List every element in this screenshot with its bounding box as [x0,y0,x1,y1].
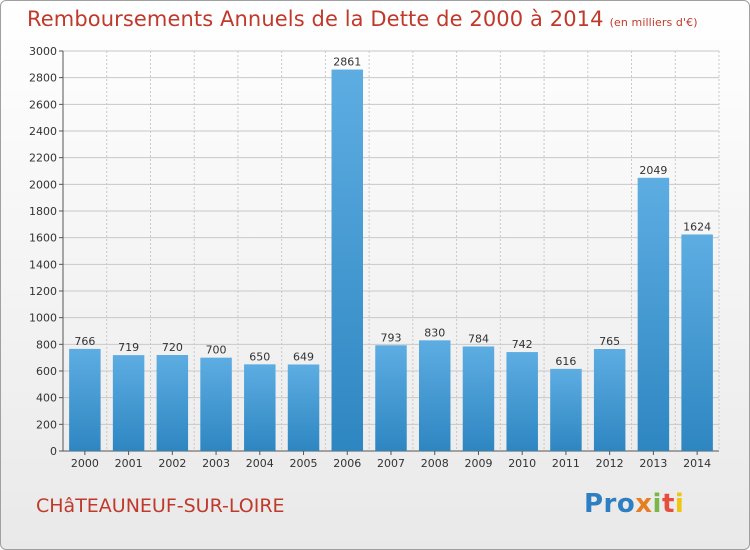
data-label-2003: 700 [206,344,227,357]
chart-subtitle: (en milliers d'€) [609,16,698,29]
data-labels: 766 719 720 700 650 649 2861 793 830 784 742 616 765… [74,56,711,368]
data-label-2007: 793 [381,331,402,344]
bar-2003 [200,357,232,451]
x-tick-label: 2002 [158,457,186,470]
y-tick-label: 3000 [29,45,57,58]
chart-title: Remboursements Annuels de la Dette de 20… [27,7,698,31]
logo-part: i [674,489,685,519]
x-tick-label: 2008 [421,457,449,470]
bar-2001 [112,355,145,451]
x-tick-label: 2013 [639,457,667,470]
bar-2011 [550,368,582,451]
chart-title-text: Remboursements Annuels de la Dette de 20… [27,7,604,31]
y-tick-label: 2000 [29,178,57,191]
logo-part: t [661,489,675,519]
x-tick-label: 2007 [377,457,405,470]
x-tick-label: 2000 [71,457,99,470]
y-tick-label: 2600 [29,98,57,111]
proxiti-logo: Proxiti [584,489,684,519]
data-label-2013: 2049 [639,164,667,177]
y-tick-label: 2200 [29,152,57,165]
x-tick-label: 2006 [333,457,361,470]
bar-2002 [156,355,189,451]
bar-2007 [375,345,407,451]
x-tick-label: 2010 [508,457,536,470]
data-label-2010: 742 [512,338,533,351]
y-tick-label: 2400 [29,125,57,138]
y-tick-label: 1600 [29,232,57,245]
logo-part: i [652,489,662,519]
y-tick-label: 800 [36,338,57,351]
y-tick-label: 600 [36,365,57,378]
x-tick-label: 2011 [552,457,580,470]
bar-2012 [593,349,626,451]
data-label-2002: 720 [162,341,183,354]
bar-2013 [637,177,670,452]
bar-2000 [69,348,101,451]
y-tick-label: 200 [36,418,57,431]
x-tick-label: 2012 [596,457,624,470]
x-tick-label: 2001 [115,457,143,470]
x-tick-label: 2005 [290,457,318,470]
y-tick-label: 2800 [29,72,57,85]
data-label-2008: 830 [424,326,445,339]
data-label-2005: 649 [293,350,314,363]
data-label-2009: 784 [468,332,489,345]
y-tick-label: 1000 [29,312,57,325]
y-tick-label: 400 [36,392,57,405]
bar-2010 [506,352,538,451]
bar-2008 [418,340,451,451]
data-label-2000: 766 [74,335,95,348]
bar-2004 [244,364,276,451]
commune-name: CHâTEAUNEUF-SUR-LOIRE [36,495,285,517]
bars [69,69,713,452]
data-label-2011: 616 [555,355,576,368]
y-tick-label: 1200 [29,285,57,298]
y-tick-label: 1400 [29,258,57,271]
x-tick-label: 2004 [246,457,274,470]
x-tick-label: 2014 [683,457,711,470]
data-label-2001: 719 [118,341,139,354]
logo-part: Pro [584,489,636,519]
data-label-2012: 765 [599,335,620,348]
x-tick-label: 2003 [202,457,230,470]
bar-2006 [331,69,364,452]
y-tick-label: 1800 [29,205,57,218]
bar-2014 [681,234,713,451]
logo-part: x [635,489,653,519]
data-label-2004: 650 [249,350,270,363]
bar-2009 [462,346,495,451]
data-label-2014: 1624 [683,220,711,233]
data-label-2006: 2861 [333,56,361,69]
bar-2005 [287,364,320,451]
x-tick-label: 2009 [464,457,492,470]
y-tick-label: 0 [50,445,57,458]
